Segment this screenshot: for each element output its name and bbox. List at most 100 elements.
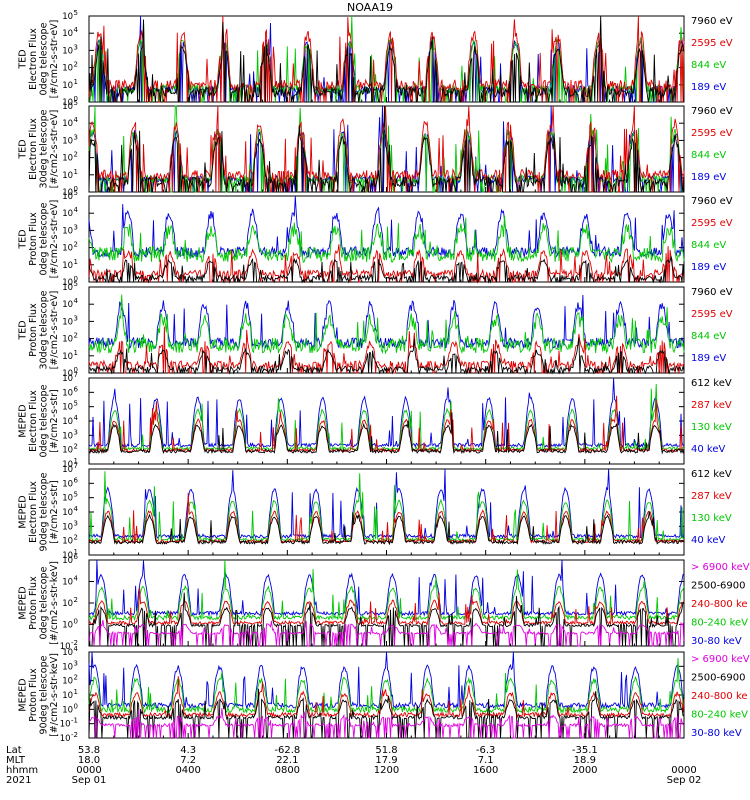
- y-axis-label-line: Proton Flux: [28, 303, 39, 357]
- x-row-value: 1600: [473, 765, 498, 776]
- legend-entry: 80-240 keV: [691, 618, 748, 629]
- y-tick-label: 101: [62, 168, 78, 181]
- y-tick-label: 103: [62, 223, 78, 236]
- y-tick-label: 103: [62, 133, 78, 146]
- series-trace: [88, 244, 685, 283]
- y-axis-label-line: 90deg telescope: [39, 655, 50, 734]
- y-axis-label-line: MEPED: [18, 586, 29, 619]
- y-axis-label-line: Proton Flux: [28, 212, 39, 266]
- x-row-label: hhmm: [6, 765, 38, 776]
- y-tick-label: 103: [62, 43, 78, 56]
- legend-entry: 2595 eV: [691, 38, 733, 49]
- y-tick-label: 106: [62, 476, 78, 489]
- panel-frame: [88, 195, 685, 283]
- x-row-value: -6.3: [476, 745, 496, 756]
- y-tick-label: 102: [62, 151, 78, 164]
- y-axis-label-line: Electron Flux: [28, 118, 39, 180]
- legend-entry: 189 eV: [691, 262, 726, 273]
- y-axis-label-line: Electron Flux: [28, 28, 39, 90]
- series-trace: [88, 688, 685, 739]
- legend-entry: 240-800 ke: [691, 599, 748, 610]
- y-tick-label: 104: [62, 297, 78, 310]
- y-axis-label-line: [#/cm2-s-str-eV]: [49, 291, 60, 370]
- series-trace: [88, 511, 685, 546]
- x-row-value: 4.3: [180, 745, 196, 756]
- y-axis-label-line: TED: [18, 320, 29, 340]
- y-tick-label: 100: [62, 702, 78, 715]
- y-axis-label-line: [#/cm2-s-str-eV]: [49, 110, 60, 189]
- legend-entry: 130 keV: [691, 513, 732, 524]
- x-row-value: 22.1: [276, 755, 298, 766]
- series-trace: [88, 105, 685, 193]
- series-trace: [88, 15, 685, 103]
- y-axis-label-line: 30deg telescope: [39, 109, 50, 188]
- y-axis-label-line: 0deg telescope: [39, 202, 50, 275]
- x-axis-annotation: Lat 53.8 4.3 -62.8 51.8 -6.3 -35.1 MLT 18.0 7.2 22…: [6, 745, 701, 786]
- y-axis-label-line: 0deg telescope: [39, 22, 50, 95]
- x-row-value: Sep 01: [72, 775, 107, 786]
- x-row-value: 0800: [275, 765, 300, 776]
- x-row-value: 7.2: [180, 755, 196, 766]
- legend-entry: 2500-6900: [691, 581, 746, 592]
- x-row-value: 2000: [572, 765, 597, 776]
- y-tick-label: 106: [62, 385, 78, 398]
- y-tick-label: 100: [62, 618, 78, 631]
- legend-entry: > 6900 keV: [691, 654, 750, 665]
- y-tick-label: 102: [62, 61, 78, 74]
- y-axis-label-line: TED: [18, 139, 29, 159]
- legend-entry: 2500-6900: [691, 673, 746, 684]
- y-tick-label: 101: [62, 258, 78, 271]
- series-trace: [88, 294, 685, 355]
- x-row-value: 0000: [671, 765, 696, 776]
- y-tick-label: 105: [62, 400, 78, 413]
- y-axis-label-line: 0deg telescope: [39, 566, 50, 639]
- y-axis-label-line: [#/cm2-s-str]: [49, 389, 60, 452]
- legend-entry: 287 keV: [691, 491, 732, 502]
- y-tick-label: 102: [62, 534, 78, 547]
- y-tick-label: 104: [62, 414, 78, 427]
- y-tick-label: 102: [62, 332, 78, 345]
- y-tick-label: 103: [62, 428, 78, 441]
- y-tick-label: 104: [62, 116, 78, 129]
- legend-entry: 844 eV: [691, 331, 726, 342]
- y-tick-label: 101: [62, 349, 78, 362]
- y-tick-label: 105: [62, 491, 78, 504]
- legend-entry: 40 keV: [691, 444, 725, 455]
- series-trace: [88, 377, 685, 449]
- y-tick-label: 103: [62, 659, 78, 672]
- x-row-value: 17.9: [375, 755, 397, 766]
- x-row-value: 51.8: [375, 745, 397, 756]
- legend-entry: 30-80 keV: [691, 636, 742, 647]
- legend-entry: 612 keV: [691, 378, 732, 389]
- legend-entry: 189 eV: [691, 82, 726, 93]
- y-axis-label-line: Electron Flux: [28, 481, 39, 543]
- y-tick-label: 104: [62, 206, 78, 219]
- x-row-label: MLT: [6, 755, 26, 766]
- series-trace: [88, 559, 685, 617]
- legend-entry: 7960 eV: [691, 196, 733, 207]
- series-trace: [88, 592, 685, 647]
- legend-entry: 844 eV: [691, 150, 726, 161]
- y-axis-label-line: TED: [18, 49, 29, 69]
- legend-entry: 30-80 keV: [691, 728, 742, 739]
- x-row-label: Lat: [6, 745, 22, 756]
- legend-entry: 844 eV: [691, 240, 726, 251]
- y-axis-label-line: 0deg telescope: [39, 384, 50, 457]
- series-trace: [88, 559, 685, 622]
- panel-frame: [88, 286, 685, 374]
- x-row-label: 2021: [6, 775, 31, 786]
- y-tick-label: 104: [62, 26, 78, 39]
- legend-entry: 7960 eV: [691, 16, 733, 27]
- y-axis-label-line: 90deg telescope: [39, 472, 50, 551]
- y-axis-label-line: MEPED: [18, 404, 29, 437]
- series-trace: [88, 619, 685, 647]
